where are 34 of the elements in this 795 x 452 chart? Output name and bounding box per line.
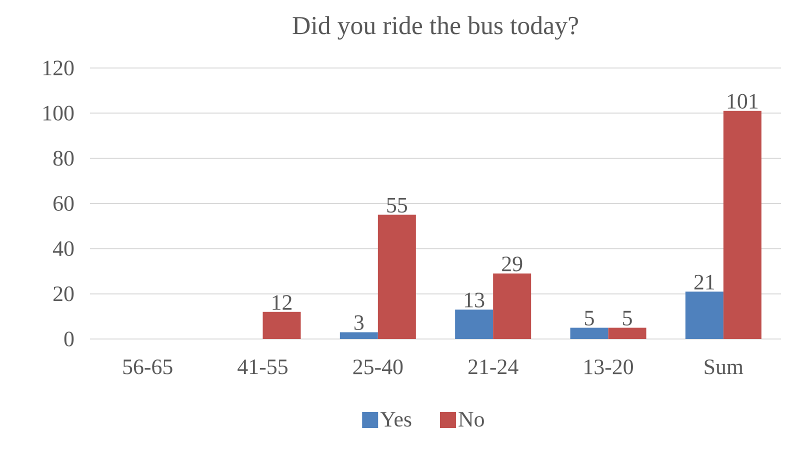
data-label: 21 xyxy=(694,274,714,290)
bar xyxy=(608,328,646,339)
legend-label: Yes xyxy=(380,412,412,427)
bar xyxy=(570,328,608,339)
data-label: 3 xyxy=(354,315,364,330)
y-tick-label: 0 xyxy=(64,332,74,346)
x-tick-label: 56-65 xyxy=(123,360,172,374)
y-tick-label: 40 xyxy=(52,241,74,256)
x-tick-label: 13-20 xyxy=(584,360,633,374)
y-tick-label: 100 xyxy=(44,106,74,121)
data-label: 5 xyxy=(585,310,594,326)
data-label: 101 xyxy=(728,94,758,109)
chart-title: Did you ride the bus today? xyxy=(292,16,578,40)
bar xyxy=(455,310,494,339)
bar xyxy=(378,214,416,339)
data-label: 5 xyxy=(623,310,632,326)
x-tick-label: 41-55 xyxy=(238,360,288,374)
bar xyxy=(685,292,724,339)
data-label: 55 xyxy=(387,198,408,213)
data-label: 29 xyxy=(502,256,522,272)
data-label: 13 xyxy=(465,292,484,308)
y-tick-label: 80 xyxy=(53,150,74,166)
bar xyxy=(340,332,378,339)
y-tick-label: 120 xyxy=(44,60,74,76)
bar xyxy=(493,274,532,339)
y-tick-label: 20 xyxy=(54,286,74,302)
data-label: 12 xyxy=(272,295,292,310)
x-tick-label: 25-40 xyxy=(353,360,403,374)
x-tick-label: 21-24 xyxy=(468,360,518,374)
bar xyxy=(723,110,762,339)
legend-label: No xyxy=(458,412,484,427)
y-tick-label: 60 xyxy=(54,196,74,211)
x-tick-label: Sum xyxy=(704,360,744,374)
bar xyxy=(262,312,301,339)
